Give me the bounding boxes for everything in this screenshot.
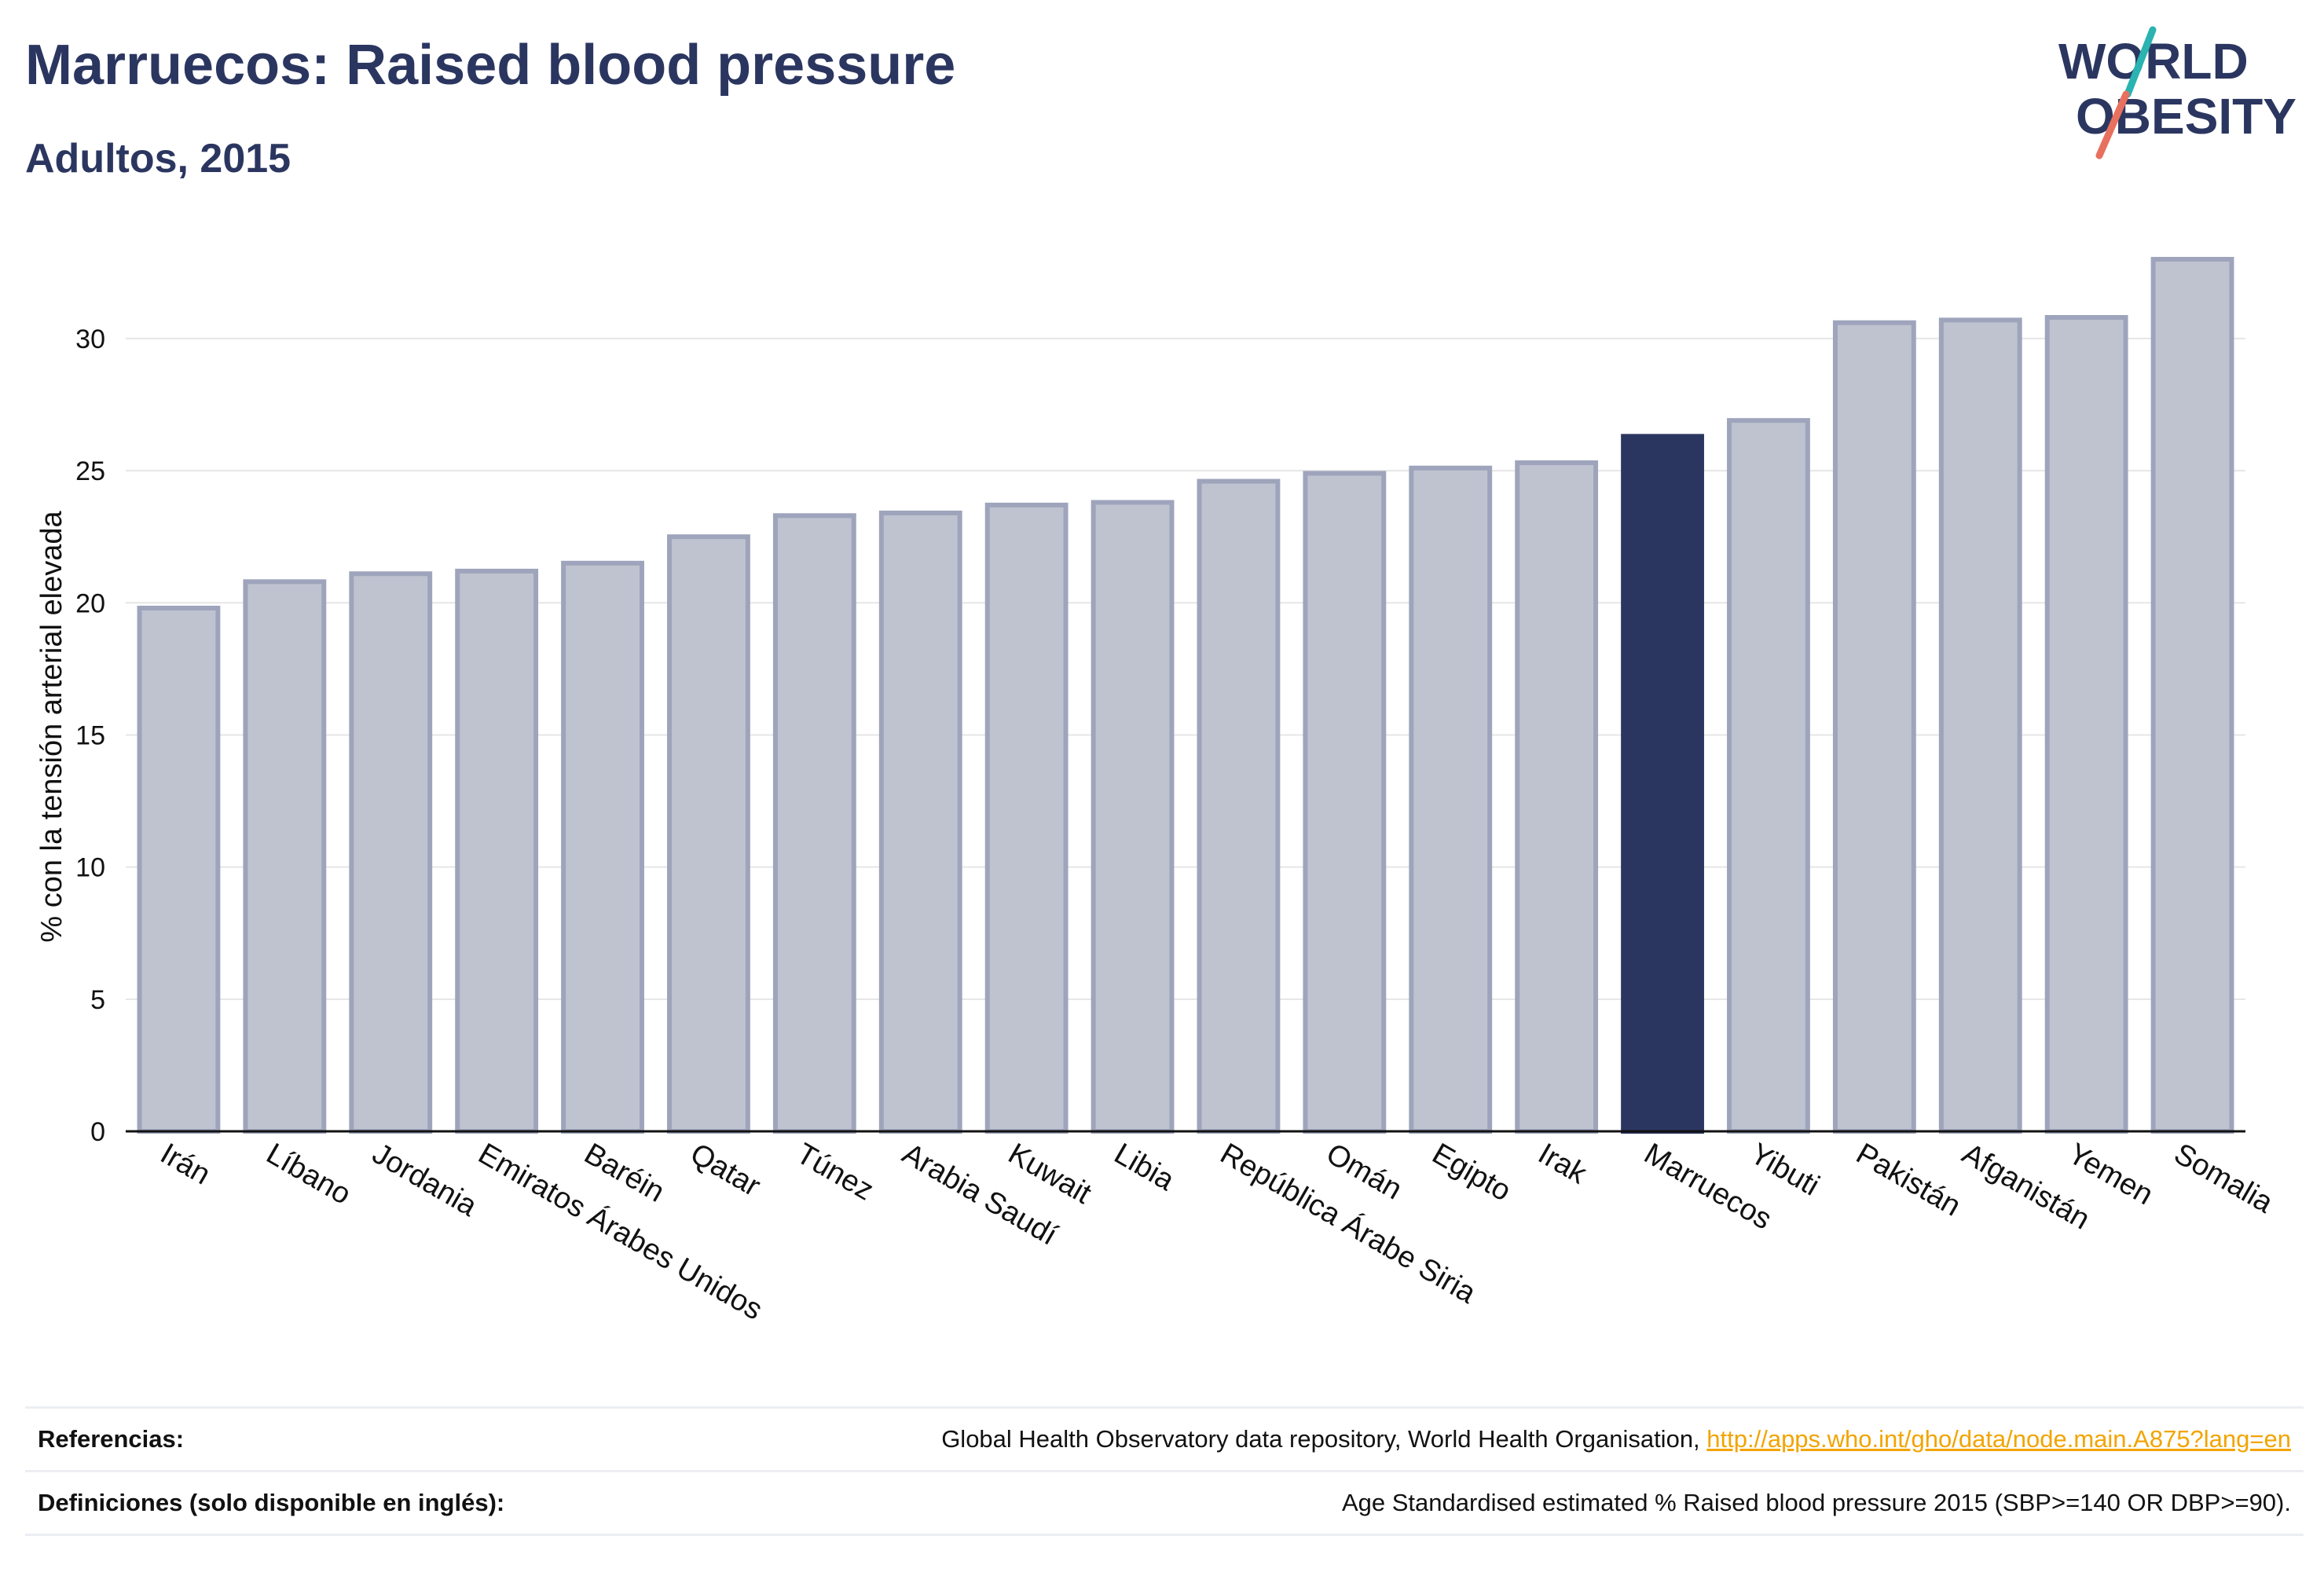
bar: [1197, 478, 1281, 1134]
bar-chart: 0 5 10 15 20 25 30 % con la tensión arterial el…: [35, 257, 2279, 1327]
definitions-row: Definiciones (solo disponible en inglés)…: [25, 1470, 2304, 1536]
bar: [243, 579, 327, 1134]
x-tick-label: Irán: [155, 1137, 216, 1191]
y-tick-label: 15: [75, 720, 105, 750]
x-tick-label: Qatar: [684, 1137, 766, 1203]
y-tick-label: 20: [75, 588, 105, 618]
x-tick-label: Jordania: [367, 1137, 483, 1223]
x-tick-label: Irak: [1533, 1137, 1593, 1191]
definitions-label: Definiciones (solo disponible en inglés)…: [38, 1489, 505, 1516]
x-tick-label: Pakistán: [1850, 1137, 1966, 1222]
references-label: Referencias:: [38, 1425, 185, 1453]
world-obesity-logo: WORLD OBESITY: [2043, 24, 2310, 165]
bar: [561, 560, 644, 1134]
bar: [1832, 320, 1916, 1134]
definitions-text: Age Standardised estimated % Raised bloo…: [1341, 1489, 2291, 1516]
logo-slash-teal: [2124, 26, 2157, 98]
bar: [349, 571, 433, 1134]
bar: [1727, 418, 1810, 1134]
x-tick-label: Líbano: [261, 1137, 357, 1211]
y-tick-label: 10: [75, 853, 105, 883]
x-tick-label: Libia: [1109, 1137, 1180, 1197]
bar: [878, 510, 962, 1134]
footer: Referencias: Global Health Observatory d…: [25, 1406, 2304, 1536]
references-text: Global Health Observatory data repositor…: [941, 1425, 1707, 1453]
logo-line-1: WORLD: [2058, 33, 2249, 90]
y-tick-label: 0: [90, 1117, 105, 1147]
bar: [1515, 460, 1599, 1134]
chart-title: Marruecos: Raised blood pressure: [25, 34, 956, 97]
bar: [667, 534, 750, 1134]
bar: [2044, 315, 2128, 1134]
bar-highlight: [1621, 434, 1704, 1134]
bar: [1409, 465, 1493, 1134]
bar: [455, 568, 539, 1134]
bar: [984, 502, 1069, 1134]
bar: [137, 606, 221, 1134]
bar: [1938, 317, 2022, 1134]
logo-line-2: OBESITY: [2076, 88, 2297, 145]
bar: [772, 513, 856, 1134]
bar: [1303, 471, 1387, 1134]
x-tick-label: Túnez: [790, 1137, 878, 1207]
y-tick-label: 30: [75, 324, 105, 354]
y-tick-label: 25: [75, 456, 105, 486]
x-tick-label: Yibuti: [1744, 1137, 1824, 1202]
y-axis-label: % con la tensión arterial elevada: [35, 511, 68, 943]
chart-subtitle: Adultos, 2015: [25, 136, 291, 181]
x-tick-label: Egipto: [1427, 1137, 1516, 1208]
bar: [2150, 257, 2234, 1134]
y-tick-label: 5: [90, 985, 105, 1015]
references-link[interactable]: http://apps.who.int/gho/data/node.main.A…: [1706, 1425, 2291, 1453]
x-tick-label: Somalia: [2168, 1137, 2279, 1219]
logo-slash-coral: [2095, 90, 2130, 159]
bar: [1091, 500, 1175, 1134]
references-row: Referencias: Global Health Observatory d…: [25, 1406, 2304, 1470]
references-value: Global Health Observatory data repositor…: [941, 1425, 2304, 1453]
